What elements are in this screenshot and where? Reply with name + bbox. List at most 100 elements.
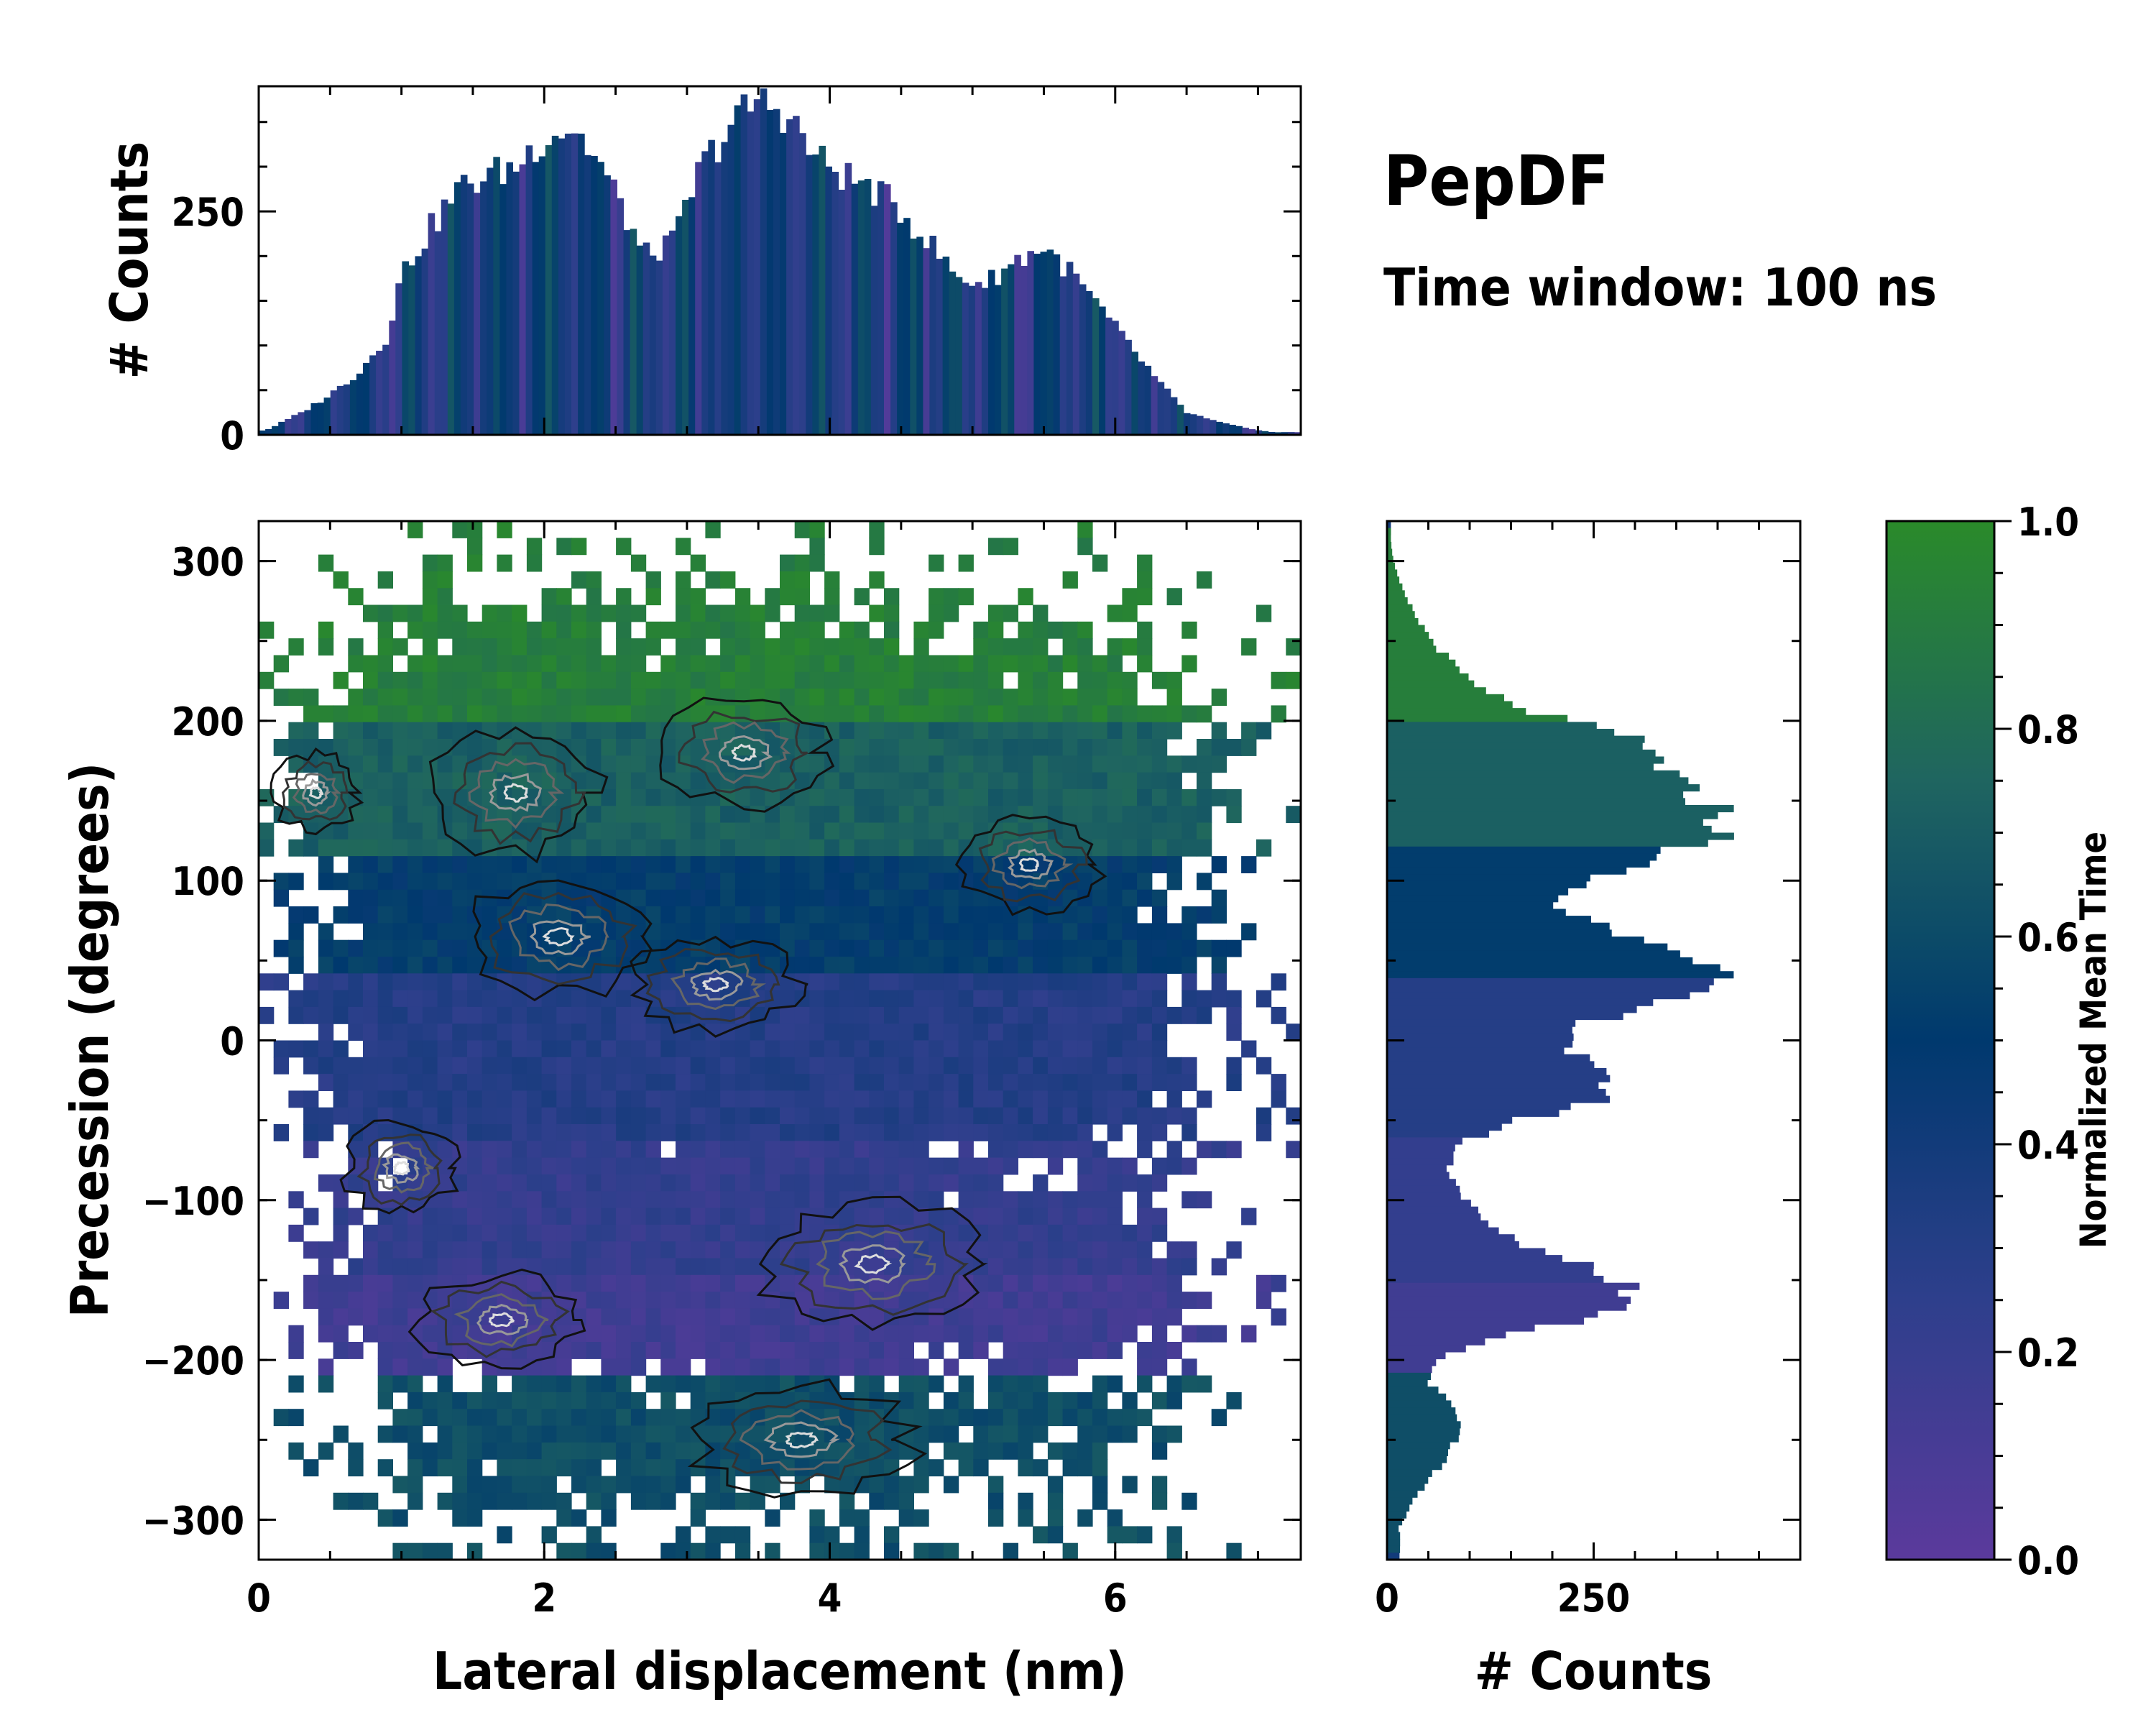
heatmap-cell — [437, 1258, 453, 1276]
heatmap-cell — [854, 1090, 870, 1108]
heatmap-cell — [452, 655, 468, 673]
heatmap-cell — [1062, 939, 1078, 957]
heatmap-cell — [630, 671, 647, 689]
heatmap-cell — [1077, 957, 1093, 974]
contour-line — [690, 968, 744, 1001]
heatmap-cell — [913, 739, 929, 756]
heatmap-cell — [1181, 806, 1197, 824]
heatmap-cell — [512, 1074, 528, 1091]
heatmap-cell — [437, 1375, 453, 1393]
heatmap-cell — [586, 571, 602, 589]
heatmap-cell — [676, 671, 691, 689]
heatmap-cell — [1047, 1074, 1064, 1091]
heatmap-cell — [512, 1024, 528, 1041]
heatmap-cell — [794, 822, 810, 840]
heatmap-cell — [839, 739, 855, 756]
heatmap-cell — [720, 1308, 736, 1326]
heatmap-cell — [1286, 671, 1301, 689]
heatmap-cell — [1137, 1358, 1153, 1376]
heatmap-cell — [571, 1124, 587, 1141]
heatmap-cell — [1107, 788, 1123, 806]
heatmap-cell — [750, 1308, 765, 1326]
heatmap-cell — [1107, 1241, 1123, 1259]
heatmap-cell — [750, 1274, 765, 1292]
heatmap-cell — [377, 1342, 393, 1359]
heatmap-cell — [1077, 538, 1093, 556]
heatmap-cell — [482, 1074, 497, 1091]
heatmap-cell — [988, 1425, 1004, 1443]
heatmap-cell — [497, 788, 512, 806]
heatmap-cell — [765, 1141, 780, 1159]
heatmap-cell — [839, 1308, 855, 1326]
heatmap-cell — [676, 1325, 691, 1343]
heatmap-cell — [1077, 990, 1093, 1008]
heatmap-cell — [854, 1157, 870, 1175]
heatmap-cell — [645, 1342, 661, 1359]
heatmap-cell — [1181, 906, 1197, 924]
heatmap-cell — [1018, 923, 1033, 941]
heatmap-cell — [1047, 1057, 1064, 1075]
heatmap-cell — [1033, 939, 1049, 957]
top-hist-bar — [278, 421, 285, 435]
contour-line — [430, 1280, 570, 1358]
heatmap-cell — [958, 739, 974, 756]
heatmap-cell — [586, 973, 602, 991]
heatmap-cell — [973, 1074, 989, 1091]
heatmap-cell — [750, 755, 765, 773]
heatmap-cell — [1137, 655, 1153, 673]
heatmap-cell — [988, 621, 1004, 639]
right-hist-bar — [1387, 1261, 1594, 1269]
heatmap-cell — [422, 1024, 438, 1041]
right-hist-bar — [1387, 1414, 1457, 1422]
heatmap-cell — [526, 1409, 543, 1427]
heatmap-cell — [541, 1107, 557, 1125]
heatmap-cell — [422, 588, 438, 606]
heatmap-cell — [1003, 1325, 1018, 1343]
heatmap-cell — [363, 722, 379, 740]
heatmap-cell — [1018, 671, 1033, 689]
heatmap-cell — [586, 806, 602, 824]
heatmap-cell — [318, 1040, 334, 1058]
heatmap-cell — [407, 1425, 423, 1443]
heatmap-cell — [1033, 1342, 1049, 1359]
heatmap-cell — [363, 1124, 379, 1141]
heatmap-cell — [765, 638, 780, 656]
heatmap-cell — [988, 538, 1004, 556]
heatmap-cell — [586, 1392, 602, 1409]
heatmap-cell — [943, 889, 959, 907]
heatmap-cell — [616, 689, 632, 706]
heatmap-cell — [452, 621, 468, 639]
heatmap-cell — [1211, 689, 1227, 706]
heatmap-cell — [705, 1174, 721, 1192]
top-hist-bar — [753, 99, 761, 435]
heatmap-cell — [913, 973, 929, 991]
top-hist-bar — [564, 133, 572, 435]
heatmap-cell — [913, 1476, 929, 1494]
top-hist-bar — [610, 179, 617, 436]
heatmap-cell — [407, 957, 423, 974]
heatmap-cell — [1197, 739, 1212, 756]
heatmap-cell — [1092, 1157, 1108, 1175]
heatmap-cell — [676, 689, 691, 706]
heatmap-cell — [1033, 689, 1049, 706]
heatmap-cell — [1122, 939, 1138, 957]
heatmap-cell — [988, 957, 1004, 974]
heatmap-cell — [497, 1442, 512, 1460]
heatmap-cell — [750, 1358, 765, 1376]
heatmap-cell — [645, 739, 661, 756]
heatmap-cell — [1077, 1425, 1093, 1443]
heatmap-cell — [884, 856, 900, 873]
heatmap-cell — [780, 906, 796, 924]
heatmap-cell — [676, 1191, 691, 1209]
heatmap-cell — [1197, 1006, 1212, 1024]
heatmap-cell — [988, 1074, 1004, 1091]
heatmap-cell — [765, 1442, 780, 1460]
heatmap-cell — [556, 722, 572, 740]
heatmap-cell — [482, 1409, 497, 1427]
heatmap-cell — [1047, 1526, 1064, 1544]
heatmap-cell — [869, 788, 885, 806]
heatmap-cell — [824, 638, 840, 656]
heatmap-cell — [333, 722, 349, 740]
heatmap-cell — [318, 621, 334, 639]
